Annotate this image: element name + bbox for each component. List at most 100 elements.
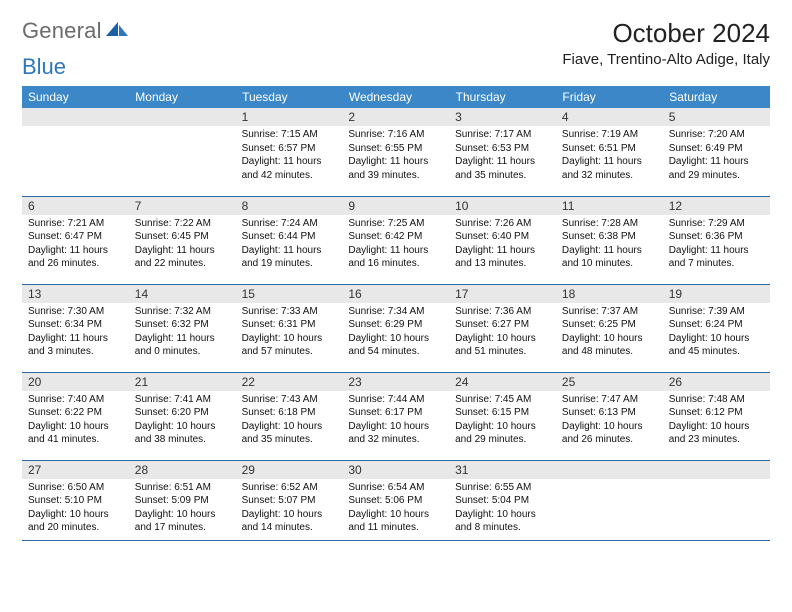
daylight-text: Daylight: 10 hours and 35 minutes. [242, 420, 337, 447]
day-number: 21 [129, 373, 236, 391]
daylight-text: Daylight: 10 hours and 48 minutes. [562, 332, 657, 359]
daylight-text: Daylight: 11 hours and 7 minutes. [669, 244, 764, 271]
sunset-text: Sunset: 6:12 PM [669, 406, 764, 420]
daylight-text: Daylight: 10 hours and 38 minutes. [135, 420, 230, 447]
day-details: Sunrise: 7:20 AMSunset: 6:49 PMDaylight:… [663, 126, 770, 186]
sunset-text: Sunset: 6:44 PM [242, 230, 337, 244]
sunset-text: Sunset: 6:17 PM [348, 406, 443, 420]
logo-text-part2: Blue [22, 54, 770, 80]
day-details [663, 479, 770, 485]
day-number: 6 [22, 197, 129, 215]
day-details: Sunrise: 7:48 AMSunset: 6:12 PMDaylight:… [663, 391, 770, 451]
day-details: Sunrise: 7:37 AMSunset: 6:25 PMDaylight:… [556, 303, 663, 363]
daylight-text: Daylight: 11 hours and 32 minutes. [562, 155, 657, 182]
sunset-text: Sunset: 5:07 PM [242, 494, 337, 508]
day-details: Sunrise: 6:54 AMSunset: 5:06 PMDaylight:… [342, 479, 449, 539]
day-cell: 27Sunrise: 6:50 AMSunset: 5:10 PMDayligh… [22, 460, 129, 540]
day-details: Sunrise: 7:36 AMSunset: 6:27 PMDaylight:… [449, 303, 556, 363]
daylight-text: Daylight: 10 hours and 11 minutes. [348, 508, 443, 535]
day-cell: 22Sunrise: 7:43 AMSunset: 6:18 PMDayligh… [236, 372, 343, 460]
day-details: Sunrise: 7:41 AMSunset: 6:20 PMDaylight:… [129, 391, 236, 451]
daylight-text: Daylight: 11 hours and 29 minutes. [669, 155, 764, 182]
day-cell: 2Sunrise: 7:16 AMSunset: 6:55 PMDaylight… [342, 108, 449, 196]
day-details: Sunrise: 7:43 AMSunset: 6:18 PMDaylight:… [236, 391, 343, 451]
day-number: 20 [22, 373, 129, 391]
day-cell [556, 460, 663, 540]
day-details: Sunrise: 7:28 AMSunset: 6:38 PMDaylight:… [556, 215, 663, 275]
sunset-text: Sunset: 6:40 PM [455, 230, 550, 244]
day-details: Sunrise: 7:22 AMSunset: 6:45 PMDaylight:… [129, 215, 236, 275]
day-number: 16 [342, 285, 449, 303]
sunset-text: Sunset: 6:34 PM [28, 318, 123, 332]
day-details [556, 479, 663, 485]
day-number [22, 108, 129, 126]
day-details: Sunrise: 7:15 AMSunset: 6:57 PMDaylight:… [236, 126, 343, 186]
day-cell: 26Sunrise: 7:48 AMSunset: 6:12 PMDayligh… [663, 372, 770, 460]
week-row: 20Sunrise: 7:40 AMSunset: 6:22 PMDayligh… [22, 372, 770, 460]
day-details: Sunrise: 7:24 AMSunset: 6:44 PMDaylight:… [236, 215, 343, 275]
day-number: 4 [556, 108, 663, 126]
day-number: 19 [663, 285, 770, 303]
day-cell: 25Sunrise: 7:47 AMSunset: 6:13 PMDayligh… [556, 372, 663, 460]
sunset-text: Sunset: 5:09 PM [135, 494, 230, 508]
day-number: 26 [663, 373, 770, 391]
day-number: 29 [236, 461, 343, 479]
day-number: 14 [129, 285, 236, 303]
sunrise-text: Sunrise: 7:16 AM [348, 128, 443, 142]
sunrise-text: Sunrise: 7:21 AM [28, 217, 123, 231]
day-details: Sunrise: 6:50 AMSunset: 5:10 PMDaylight:… [22, 479, 129, 539]
day-header-row: Sunday Monday Tuesday Wednesday Thursday… [22, 86, 770, 108]
week-row: 6Sunrise: 7:21 AMSunset: 6:47 PMDaylight… [22, 196, 770, 284]
daylight-text: Daylight: 10 hours and 32 minutes. [348, 420, 443, 447]
sunrise-text: Sunrise: 7:20 AM [669, 128, 764, 142]
day-cell: 31Sunrise: 6:55 AMSunset: 5:04 PMDayligh… [449, 460, 556, 540]
day-cell: 9Sunrise: 7:25 AMSunset: 6:42 PMDaylight… [342, 196, 449, 284]
daylight-text: Daylight: 11 hours and 22 minutes. [135, 244, 230, 271]
sunset-text: Sunset: 6:38 PM [562, 230, 657, 244]
day-number [129, 108, 236, 126]
daylight-text: Daylight: 10 hours and 20 minutes. [28, 508, 123, 535]
sunset-text: Sunset: 6:25 PM [562, 318, 657, 332]
day-cell: 12Sunrise: 7:29 AMSunset: 6:36 PMDayligh… [663, 196, 770, 284]
sunset-text: Sunset: 6:42 PM [348, 230, 443, 244]
daylight-text: Daylight: 10 hours and 23 minutes. [669, 420, 764, 447]
day-cell: 6Sunrise: 7:21 AMSunset: 6:47 PMDaylight… [22, 196, 129, 284]
day-number: 30 [342, 461, 449, 479]
day-details: Sunrise: 7:25 AMSunset: 6:42 PMDaylight:… [342, 215, 449, 275]
sunrise-text: Sunrise: 7:37 AM [562, 305, 657, 319]
day-number: 3 [449, 108, 556, 126]
day-number [663, 461, 770, 479]
day-details: Sunrise: 6:55 AMSunset: 5:04 PMDaylight:… [449, 479, 556, 539]
sunrise-text: Sunrise: 7:34 AM [348, 305, 443, 319]
sunrise-text: Sunrise: 7:39 AM [669, 305, 764, 319]
day-number: 2 [342, 108, 449, 126]
daylight-text: Daylight: 10 hours and 8 minutes. [455, 508, 550, 535]
day-cell [22, 108, 129, 196]
day-cell: 15Sunrise: 7:33 AMSunset: 6:31 PMDayligh… [236, 284, 343, 372]
daylight-text: Daylight: 10 hours and 17 minutes. [135, 508, 230, 535]
day-cell [129, 108, 236, 196]
sunrise-text: Sunrise: 6:55 AM [455, 481, 550, 495]
sunset-text: Sunset: 6:57 PM [242, 142, 337, 156]
day-number: 17 [449, 285, 556, 303]
daylight-text: Daylight: 11 hours and 26 minutes. [28, 244, 123, 271]
day-cell: 21Sunrise: 7:41 AMSunset: 6:20 PMDayligh… [129, 372, 236, 460]
week-row: 27Sunrise: 6:50 AMSunset: 5:10 PMDayligh… [22, 460, 770, 540]
day-details [22, 126, 129, 132]
sunset-text: Sunset: 6:13 PM [562, 406, 657, 420]
sunrise-text: Sunrise: 7:44 AM [348, 393, 443, 407]
sunset-text: Sunset: 6:24 PM [669, 318, 764, 332]
day-number [556, 461, 663, 479]
day-cell: 8Sunrise: 7:24 AMSunset: 6:44 PMDaylight… [236, 196, 343, 284]
day-header: Monday [129, 86, 236, 108]
sunrise-text: Sunrise: 7:29 AM [669, 217, 764, 231]
sunrise-text: Sunrise: 7:26 AM [455, 217, 550, 231]
day-number: 11 [556, 197, 663, 215]
day-cell: 10Sunrise: 7:26 AMSunset: 6:40 PMDayligh… [449, 196, 556, 284]
day-details: Sunrise: 6:52 AMSunset: 5:07 PMDaylight:… [236, 479, 343, 539]
day-number: 10 [449, 197, 556, 215]
day-details [129, 126, 236, 132]
daylight-text: Daylight: 11 hours and 0 minutes. [135, 332, 230, 359]
day-number: 8 [236, 197, 343, 215]
daylight-text: Daylight: 11 hours and 19 minutes. [242, 244, 337, 271]
